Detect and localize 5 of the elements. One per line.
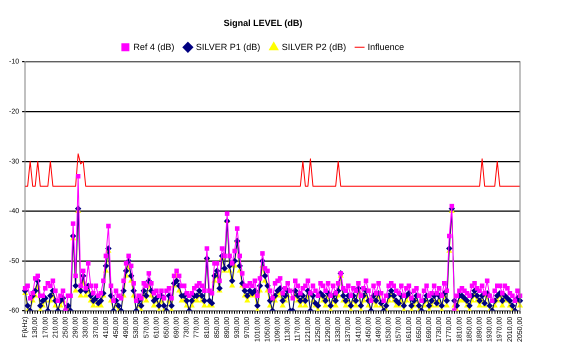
legend-label: Ref 4 (dB) bbox=[133, 42, 174, 52]
legend-label: SILVER P2 (dB) bbox=[282, 42, 346, 52]
chart-title: Signal LEVEL (dB) bbox=[224, 18, 302, 28]
legend-label: SILVER P1 (dB) bbox=[196, 42, 260, 52]
legend-label: Influence bbox=[368, 42, 404, 52]
